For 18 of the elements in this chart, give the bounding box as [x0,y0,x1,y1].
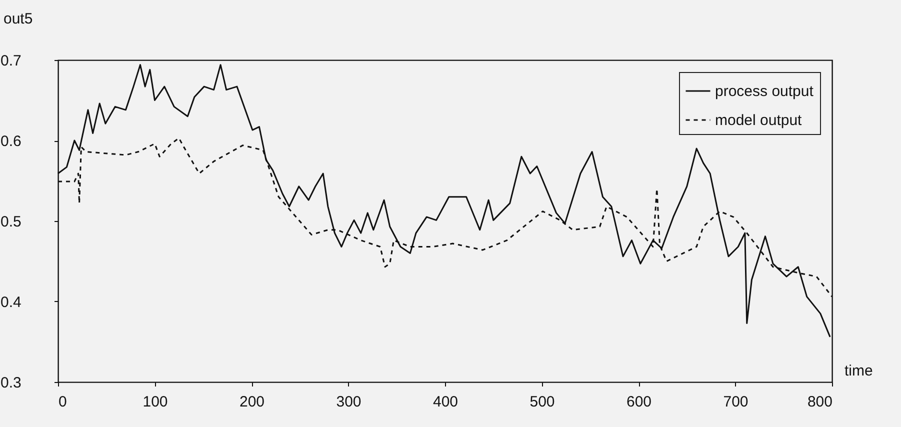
y-tick-label: 0.3 [0,374,22,392]
y-tick-label: 0.5 [0,214,22,230]
x-tick-label: 800 [807,394,832,410]
x-axis-title: time [844,362,873,380]
x-tick-label: 300 [336,394,362,410]
x-tick-label: 200 [239,394,265,410]
legend-label: model output [715,112,803,129]
y-axis-title: out5 [4,10,33,28]
y-tick-label: 0.4 [0,294,22,311]
x-tick-label: 100 [142,394,168,410]
x-tick-label: 700 [723,394,748,410]
y-tick-label: 0.6 [0,133,22,150]
x-tick-label: 0 [58,394,67,410]
x-tick-label: 500 [530,394,555,410]
y-tick-label: 0.7 [0,52,22,70]
legend-label: process output [715,83,814,100]
x-tick-label: 400 [432,394,458,410]
x-tick-label: 600 [626,394,652,410]
